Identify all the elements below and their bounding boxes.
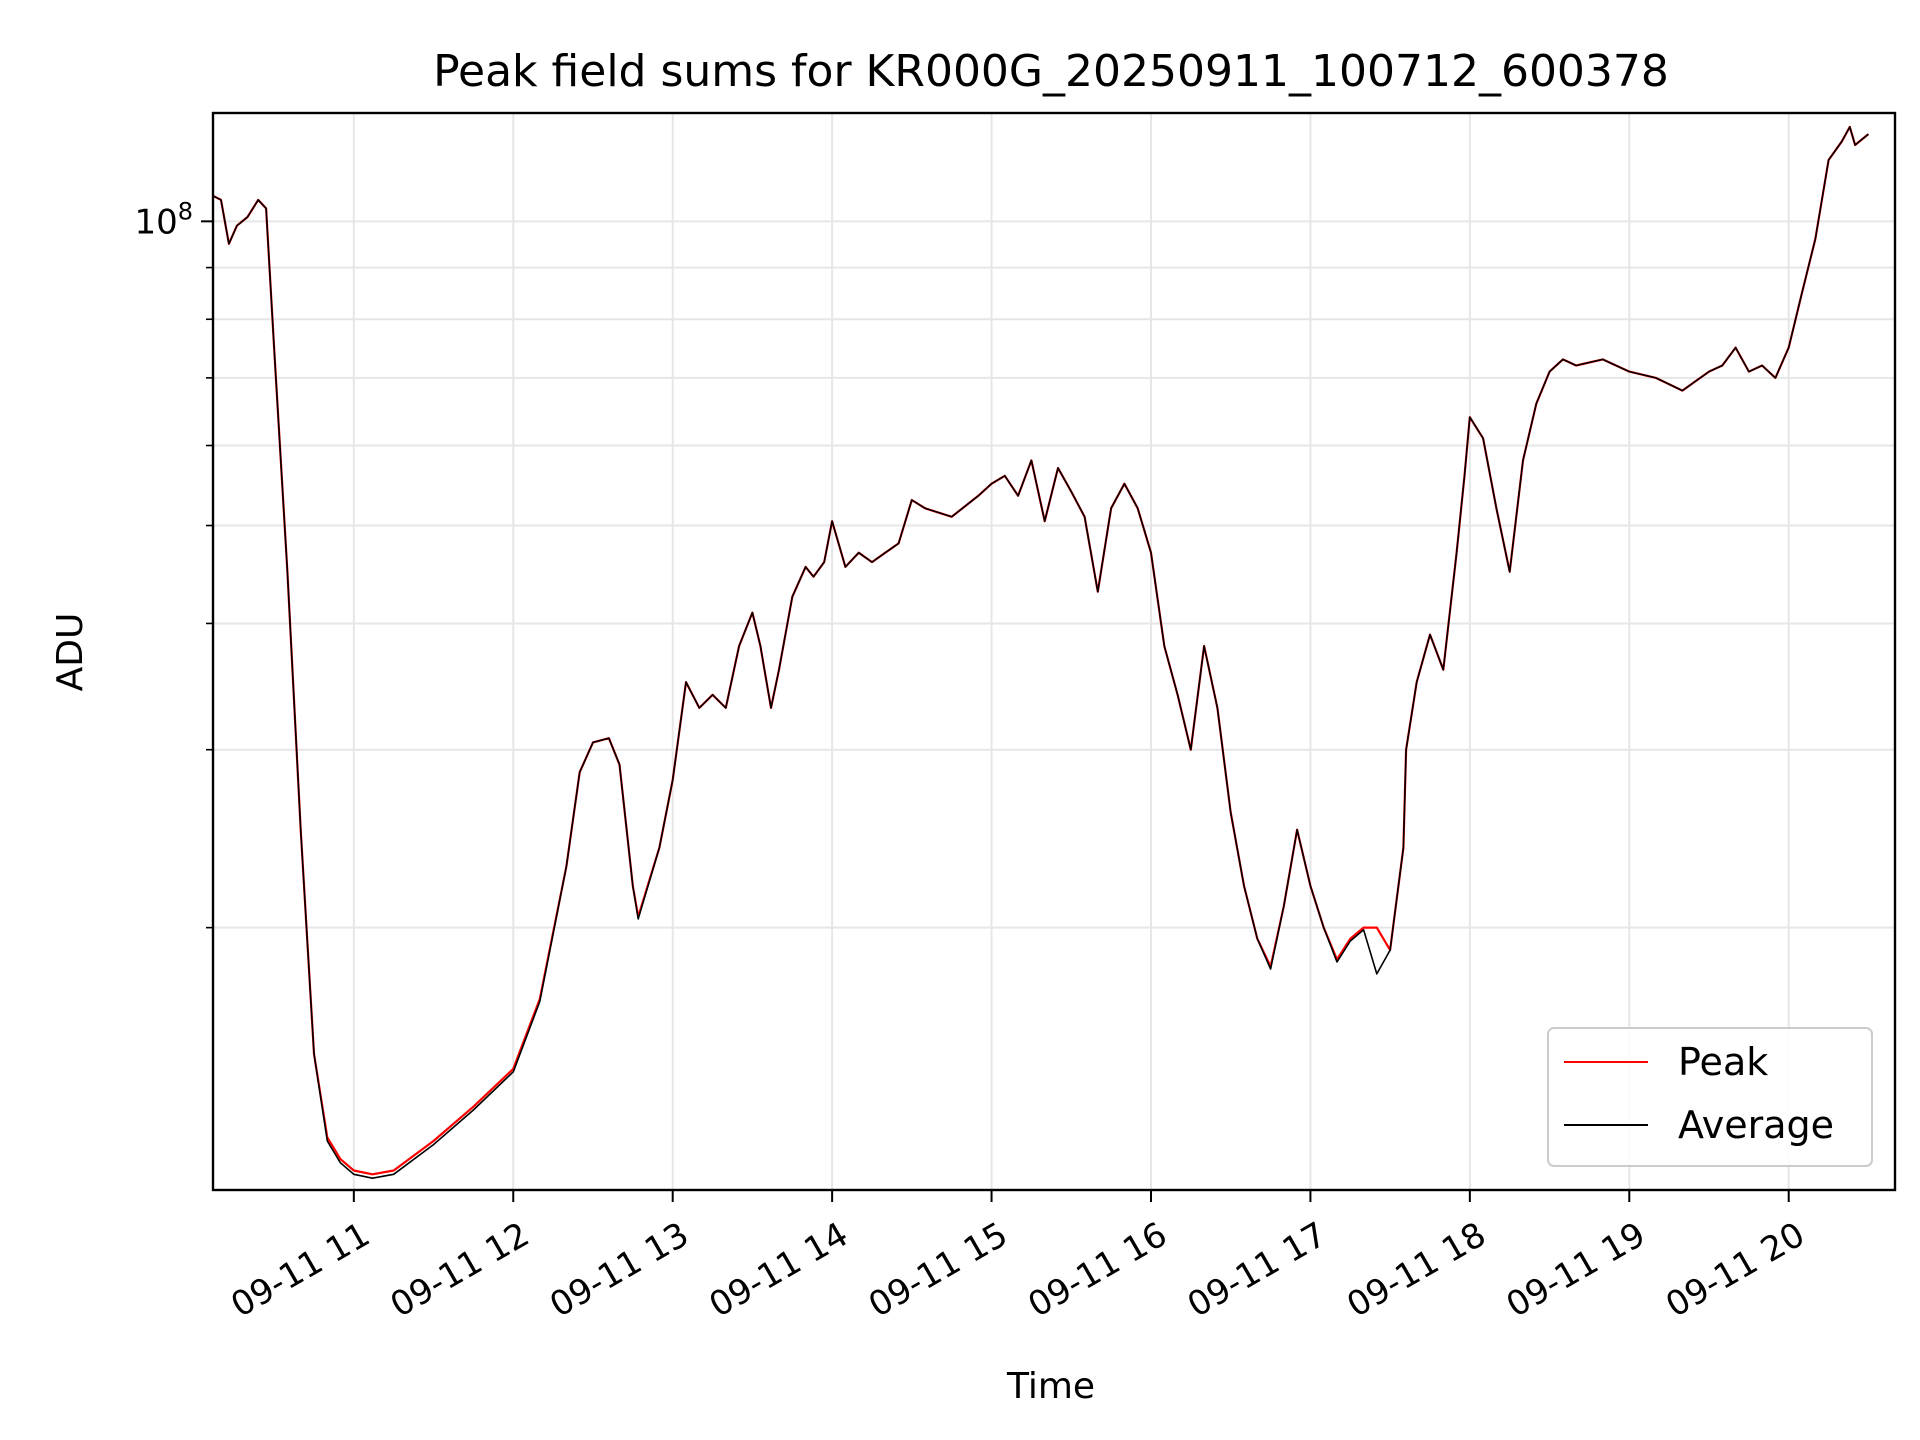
y-axis: 108	[134, 197, 213, 929]
legend: Peak Average	[1547, 1027, 1873, 1167]
legend-label-peak: Peak	[1678, 1040, 1768, 1084]
legend-label-average: Average	[1678, 1103, 1834, 1147]
chart-title: Peak field sums for KR000G_20250911_1007…	[433, 46, 1669, 97]
series-group	[213, 125, 1870, 1179]
plot-area-frame	[211, 111, 1897, 1192]
grid	[213, 113, 1895, 1190]
series-line-average	[213, 126, 1869, 1179]
y-tick-label: 108	[134, 197, 193, 242]
y-axis-label: ADU	[50, 613, 91, 692]
x-axis-label: Time	[1006, 1366, 1095, 1407]
